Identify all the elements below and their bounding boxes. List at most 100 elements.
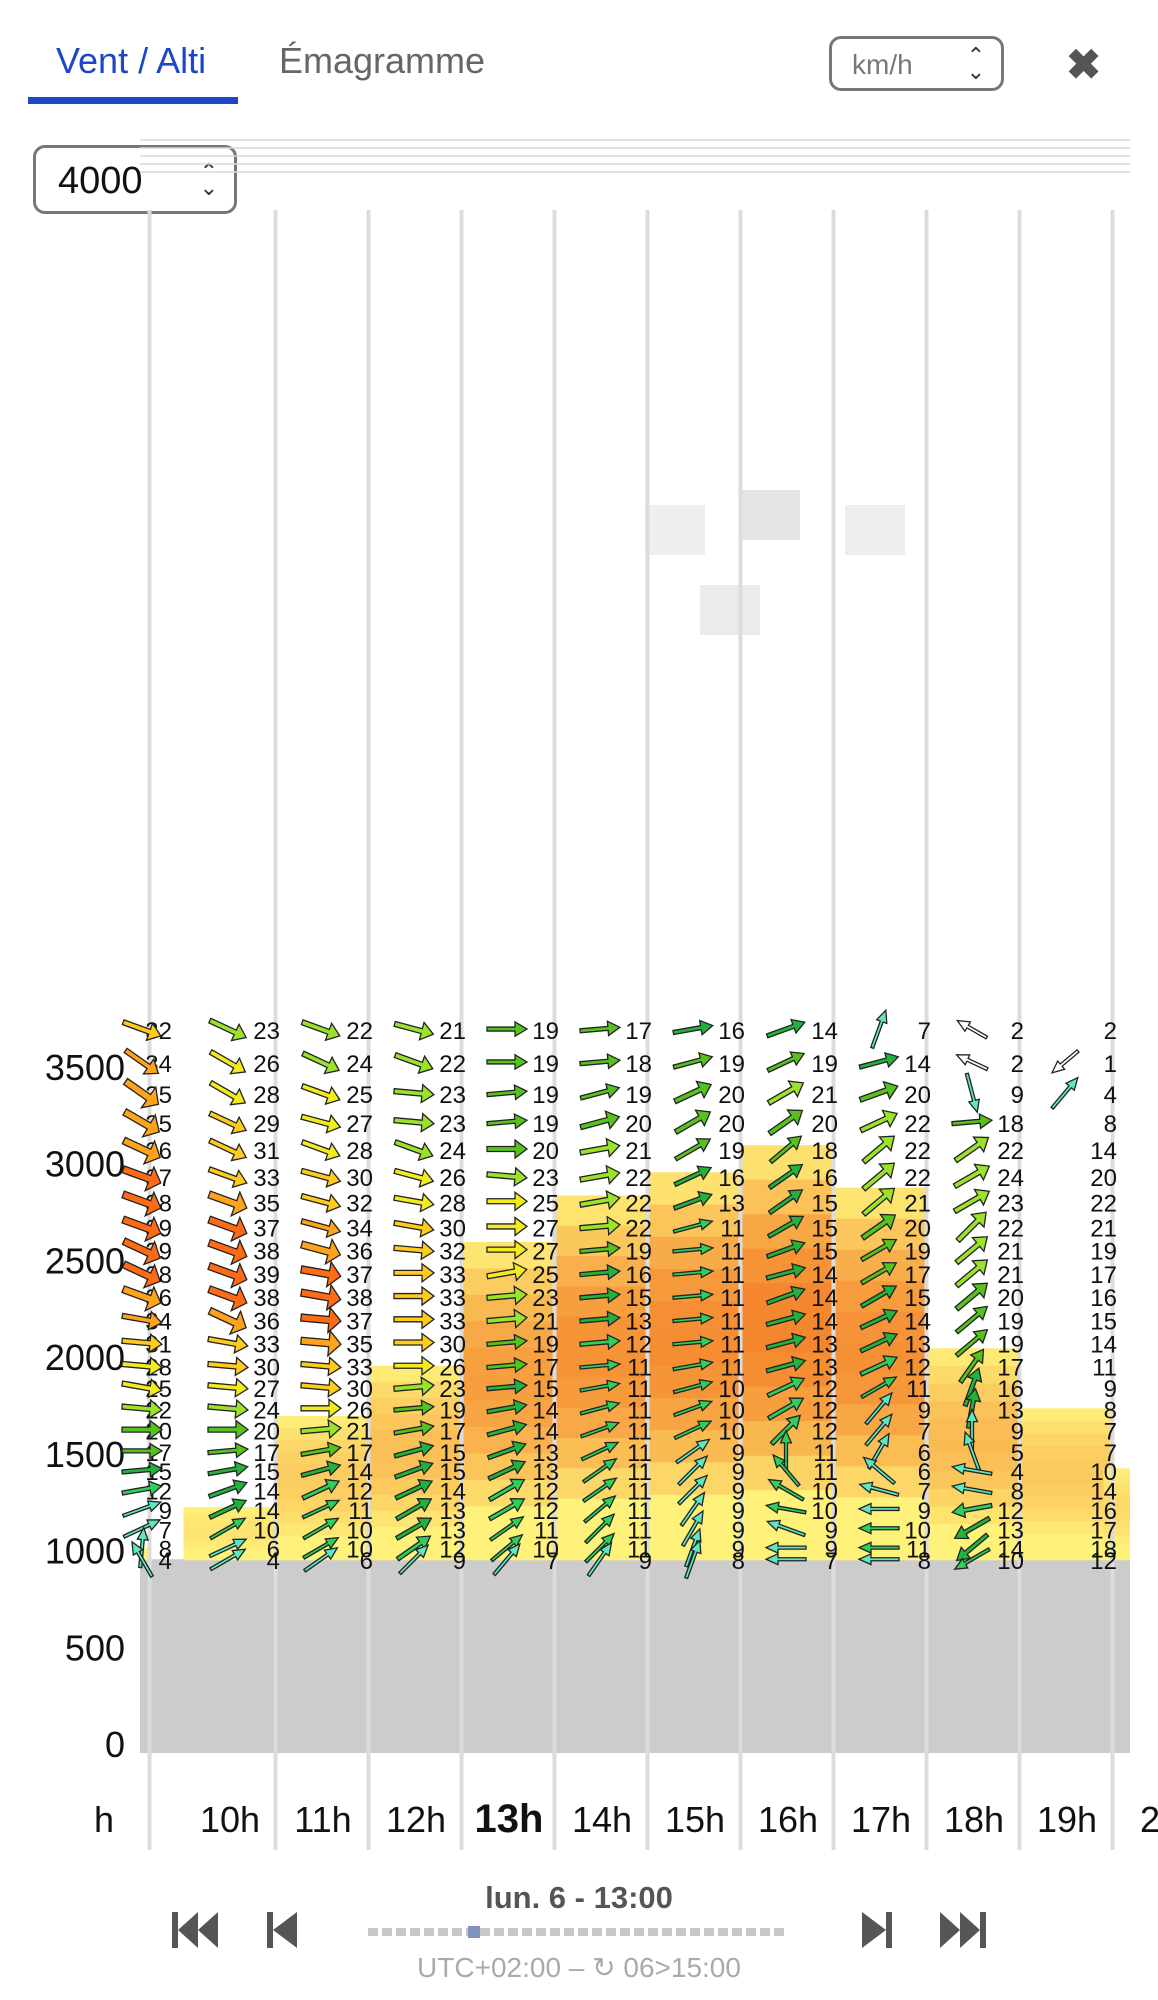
- wind-arrow-icon: [486, 1261, 528, 1282]
- wind-arrow-icon: [583, 1513, 616, 1545]
- thermal-band: [140, 1558, 151, 1561]
- wind-arrow-icon: [954, 1236, 989, 1266]
- wind-arrow-icon: [300, 1305, 342, 1335]
- wind-arrow-icon: [397, 1543, 430, 1576]
- wind-speed-label: 12: [997, 1498, 1024, 1525]
- wind-speed-label: 19: [718, 1138, 745, 1165]
- wind-arrow-icon: [862, 1456, 897, 1486]
- wind-speed-label: 17: [532, 1355, 559, 1382]
- wind-speed-label: 27: [532, 1239, 559, 1266]
- wind-speed-label: 9: [1104, 1376, 1117, 1403]
- wind-speed-label: 21: [346, 1419, 373, 1446]
- altitude-select[interactable]: 4000 ⌃ ⌄: [33, 145, 237, 214]
- wind-speed-label: 9: [825, 1517, 838, 1544]
- wind-arrow-icon: [487, 1478, 526, 1503]
- wind-arrow-icon: [765, 1519, 807, 1538]
- tab-emagramme[interactable]: Émagramme: [279, 40, 486, 81]
- wind-speed-label: 13: [532, 1459, 559, 1486]
- wind-speed-label: 4: [267, 1548, 280, 1575]
- thermal-band: [1103, 1491, 1130, 1500]
- wind-arrow-icon: [299, 1237, 342, 1266]
- wind-speed-label: 14: [439, 1479, 466, 1506]
- next-icon[interactable]: [860, 1908, 894, 1952]
- wind-speed-label: 19: [904, 1239, 931, 1266]
- wind-speed-label: 21: [997, 1262, 1024, 1289]
- wind-arrow-icon: [864, 1413, 893, 1447]
- wind-arrow-icon: [394, 1498, 433, 1522]
- wind-speed-label: 22: [997, 1215, 1024, 1242]
- wind-arrow-icon: [586, 1541, 613, 1578]
- unit-select[interactable]: km/h ⌃ ⌄: [829, 36, 1004, 91]
- y-tick-label: 3500: [45, 1047, 125, 1088]
- thermal-band: [369, 1526, 463, 1545]
- wind-speed-label: 21: [811, 1082, 838, 1109]
- wind-arrow-icon: [121, 1190, 162, 1218]
- thermal-band: [369, 1414, 463, 1432]
- wind-arrow-icon: [765, 1285, 806, 1306]
- timeline-slider[interactable]: [368, 1928, 788, 1936]
- thermal-band: [927, 1506, 1021, 1526]
- thermal-band: [555, 1468, 649, 1500]
- previous-icon[interactable]: [265, 1908, 299, 1952]
- wind-speed-label: 14: [1090, 1138, 1117, 1165]
- wind-speed-label: 23: [532, 1285, 559, 1312]
- wind-speed-label: 10: [904, 1517, 931, 1544]
- thermal-band: [276, 1427, 370, 1441]
- wind-arrow-icon: [121, 1356, 164, 1377]
- last-icon[interactable]: [938, 1908, 988, 1952]
- timeline-current-marker[interactable]: [468, 1926, 480, 1938]
- wind-arrow-icon: [207, 1460, 249, 1478]
- thermal-band: [183, 1515, 277, 1522]
- wind-arrow-icon: [393, 1020, 435, 1041]
- thermal-band: [1103, 1528, 1130, 1538]
- wind-speed-label: 12: [1090, 1548, 1117, 1575]
- wind-arrow-icon: [672, 1378, 714, 1395]
- wind-arrow-icon: [486, 1053, 529, 1071]
- wind-speed-label: 19: [532, 1111, 559, 1138]
- x-tick-label: 18h: [944, 1799, 1004, 1840]
- wind-speed-label: 9: [732, 1440, 745, 1467]
- wind-speed-label: 2: [1011, 1051, 1024, 1078]
- wind-speed-label: 14: [1090, 1479, 1117, 1506]
- x-tick-label: 10h: [200, 1799, 260, 1840]
- thermal-band: [1020, 1433, 1114, 1448]
- wind-arrow-icon: [121, 1310, 163, 1331]
- thermal-band: [834, 1249, 928, 1282]
- wind-speed-label: 11: [627, 1537, 652, 1564]
- wind-speed-label: 9: [639, 1548, 652, 1575]
- wind-speed-label: 11: [627, 1397, 652, 1424]
- wind-arrow-icon: [393, 1138, 434, 1162]
- wind-speed-label: 17: [904, 1262, 931, 1289]
- thermal-band: [1020, 1471, 1114, 1485]
- first-icon[interactable]: [170, 1908, 220, 1952]
- x-tick-label: h: [94, 1799, 114, 1840]
- wind-arrow-icon: [486, 1356, 529, 1374]
- wind-arrow-icon: [394, 1478, 434, 1501]
- wind-arrow-icon: [858, 1481, 900, 1498]
- wind-arrow-icon: [582, 1495, 617, 1524]
- wind-speed-label: 19: [532, 1332, 559, 1359]
- wind-arrow-icon: [208, 1538, 248, 1559]
- wind-speed-label: 13: [811, 1332, 838, 1359]
- thermal-band: [1103, 1513, 1130, 1523]
- wind-speed-label: 37: [346, 1308, 373, 1335]
- wind-speed-label: 20: [718, 1082, 745, 1109]
- wind-arrow-icon: [672, 1399, 714, 1418]
- wind-speed-label: 5: [1011, 1440, 1024, 1467]
- wind-arrow-icon: [764, 1501, 807, 1515]
- wind-arrow-icon: [486, 1239, 529, 1260]
- wind-speed-label: 16: [718, 1165, 745, 1192]
- tab-vent-alti[interactable]: Vent / Alti: [56, 40, 207, 81]
- close-button[interactable]: ✖: [1066, 40, 1101, 89]
- wind-arrow-icon: [393, 1420, 435, 1437]
- x-tick-label: 15h: [665, 1799, 725, 1840]
- wind-arrow-icon: [393, 1285, 436, 1307]
- wind-arrow-icon: [673, 1165, 713, 1188]
- select-arrows-icon: ⌃ ⌄: [199, 158, 218, 200]
- wind-speed-label: 2: [1104, 1018, 1117, 1045]
- wind-arrow-icon: [486, 1333, 529, 1351]
- wind-speed-label: 1: [1104, 1051, 1117, 1078]
- thermal-band: [648, 1365, 742, 1399]
- wind-arrow-icon: [393, 1051, 434, 1075]
- wind-arrow-icon: [951, 1112, 994, 1130]
